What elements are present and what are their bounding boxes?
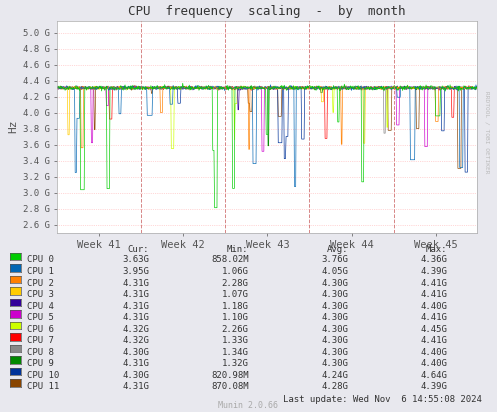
Text: 4.30G: 4.30G bbox=[321, 279, 348, 288]
Text: 1.10G: 1.10G bbox=[222, 313, 248, 322]
Text: 4.64G: 4.64G bbox=[420, 371, 447, 380]
Text: 3.95G: 3.95G bbox=[122, 267, 149, 276]
Text: 4.39G: 4.39G bbox=[420, 267, 447, 276]
Text: CPU 1: CPU 1 bbox=[27, 267, 54, 276]
Text: 1.06G: 1.06G bbox=[222, 267, 248, 276]
Text: 4.40G: 4.40G bbox=[420, 348, 447, 357]
Text: 4.30G: 4.30G bbox=[321, 302, 348, 311]
Text: Munin 2.0.66: Munin 2.0.66 bbox=[219, 401, 278, 410]
Text: CPU 8: CPU 8 bbox=[27, 348, 54, 357]
Text: 4.28G: 4.28G bbox=[321, 382, 348, 391]
Text: 1.34G: 1.34G bbox=[222, 348, 248, 357]
Text: Last update: Wed Nov  6 14:55:08 2024: Last update: Wed Nov 6 14:55:08 2024 bbox=[283, 395, 482, 404]
Text: 4.41G: 4.41G bbox=[420, 290, 447, 299]
Text: 4.40G: 4.40G bbox=[420, 302, 447, 311]
Text: CPU 11: CPU 11 bbox=[27, 382, 60, 391]
Text: Min:: Min: bbox=[227, 245, 248, 254]
Text: 4.30G: 4.30G bbox=[122, 348, 149, 357]
Text: 4.30G: 4.30G bbox=[321, 290, 348, 299]
Text: 4.31G: 4.31G bbox=[122, 382, 149, 391]
Text: CPU 10: CPU 10 bbox=[27, 371, 60, 380]
Text: 4.32G: 4.32G bbox=[122, 336, 149, 345]
Text: 1.33G: 1.33G bbox=[222, 336, 248, 345]
Text: 2.26G: 2.26G bbox=[222, 325, 248, 334]
Text: CPU 7: CPU 7 bbox=[27, 336, 54, 345]
Text: 4.41G: 4.41G bbox=[420, 336, 447, 345]
Text: 4.31G: 4.31G bbox=[122, 302, 149, 311]
Text: Max:: Max: bbox=[426, 245, 447, 254]
Text: 1.07G: 1.07G bbox=[222, 290, 248, 299]
Text: 1.18G: 1.18G bbox=[222, 302, 248, 311]
Text: CPU 6: CPU 6 bbox=[27, 325, 54, 334]
Text: CPU 2: CPU 2 bbox=[27, 279, 54, 288]
Text: 4.31G: 4.31G bbox=[122, 290, 149, 299]
Text: 4.40G: 4.40G bbox=[420, 359, 447, 368]
Text: 4.31G: 4.31G bbox=[122, 279, 149, 288]
Text: Cur:: Cur: bbox=[128, 245, 149, 254]
Text: 4.41G: 4.41G bbox=[420, 313, 447, 322]
Text: 4.30G: 4.30G bbox=[321, 325, 348, 334]
Text: CPU 4: CPU 4 bbox=[27, 302, 54, 311]
Text: 4.05G: 4.05G bbox=[321, 267, 348, 276]
Text: Avg:: Avg: bbox=[327, 245, 348, 254]
Text: 3.76G: 3.76G bbox=[321, 255, 348, 265]
Text: 820.98M: 820.98M bbox=[211, 371, 248, 380]
Y-axis label: Hz: Hz bbox=[8, 120, 18, 133]
Text: 4.39G: 4.39G bbox=[420, 382, 447, 391]
Text: RRDTOOL / TOBI OETIKER: RRDTOOL / TOBI OETIKER bbox=[485, 91, 490, 173]
Text: 4.30G: 4.30G bbox=[321, 359, 348, 368]
Text: CPU 5: CPU 5 bbox=[27, 313, 54, 322]
Text: 4.30G: 4.30G bbox=[321, 313, 348, 322]
Text: 3.63G: 3.63G bbox=[122, 255, 149, 265]
Text: 870.08M: 870.08M bbox=[211, 382, 248, 391]
Text: 4.30G: 4.30G bbox=[122, 371, 149, 380]
Text: 4.30G: 4.30G bbox=[321, 348, 348, 357]
Text: 4.30G: 4.30G bbox=[321, 336, 348, 345]
Text: 1.32G: 1.32G bbox=[222, 359, 248, 368]
Text: 2.28G: 2.28G bbox=[222, 279, 248, 288]
Text: 4.36G: 4.36G bbox=[420, 255, 447, 265]
Text: 4.31G: 4.31G bbox=[122, 313, 149, 322]
Text: 4.24G: 4.24G bbox=[321, 371, 348, 380]
Text: 4.32G: 4.32G bbox=[122, 325, 149, 334]
Text: CPU 9: CPU 9 bbox=[27, 359, 54, 368]
Text: CPU 3: CPU 3 bbox=[27, 290, 54, 299]
Text: 4.41G: 4.41G bbox=[420, 279, 447, 288]
Text: CPU 0: CPU 0 bbox=[27, 255, 54, 265]
Text: 858.02M: 858.02M bbox=[211, 255, 248, 265]
Title: CPU  frequency  scaling  -  by  month: CPU frequency scaling - by month bbox=[128, 5, 406, 18]
Text: 4.45G: 4.45G bbox=[420, 325, 447, 334]
Text: 4.31G: 4.31G bbox=[122, 359, 149, 368]
